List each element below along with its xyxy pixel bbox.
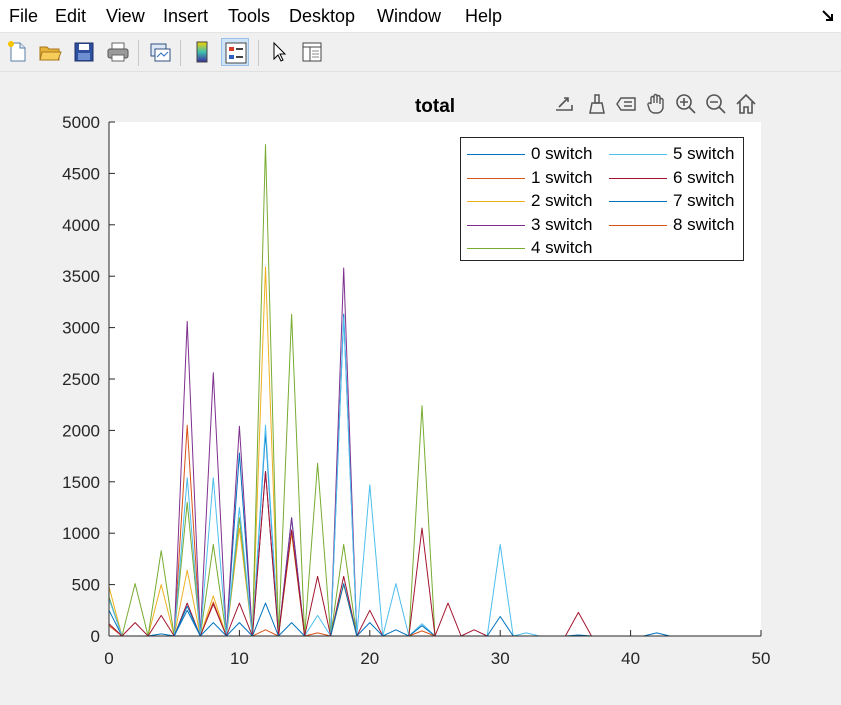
menu-desktop[interactable]: Desktop (289, 6, 356, 26)
y-tick-label: 5000 (62, 113, 100, 132)
toolbar-separator (258, 40, 259, 66)
home-button[interactable] (732, 90, 760, 118)
dock-arrow-icon[interactable] (821, 9, 835, 23)
data-tip-button[interactable] (612, 90, 640, 118)
menu-bar: File Edit View Insert Tools Desktop Wind… (0, 0, 841, 33)
data-tip-icon (616, 97, 636, 111)
chart-legend[interactable]: 0 switch 1 switch 2 switch 3 switch 4 sw… (460, 137, 744, 261)
legend-entry-7-switch: 7 switch (603, 190, 743, 212)
y-tick-label: 500 (72, 576, 100, 595)
menu-tools[interactable]: Tools (228, 6, 271, 26)
menu-view[interactable]: View (106, 6, 145, 26)
chart-title: total (415, 96, 455, 117)
legend-swatch (609, 225, 667, 226)
legend-swatch (609, 178, 667, 179)
y-tick-label: 2500 (62, 370, 100, 389)
legend-entry-6-switch: 6 switch (603, 167, 743, 189)
menu-file[interactable]: File (9, 6, 39, 26)
x-tick-label: 0 (104, 649, 113, 668)
link-plot-button[interactable] (146, 38, 174, 66)
legend-label: 2 switch (531, 191, 593, 210)
legend-swatch (467, 225, 525, 226)
legend-label: 6 switch (673, 168, 735, 187)
legend-swatch (609, 154, 667, 155)
y-tick-label: 4500 (62, 164, 100, 183)
axes-toolbar (550, 90, 762, 120)
edit-plot-button[interactable] (266, 38, 294, 66)
legend-swatch (467, 178, 525, 179)
legend-label: 3 switch (531, 215, 593, 234)
zoom-in-button[interactable] (672, 90, 700, 118)
property-inspector-button[interactable] (298, 38, 326, 66)
save-icon (74, 42, 94, 62)
menu-window[interactable]: Window (377, 6, 442, 26)
brush-button[interactable] (583, 90, 611, 118)
printer-icon (107, 42, 129, 62)
legend-label: 8 switch (673, 215, 735, 234)
x-tick-label: 50 (752, 649, 771, 668)
insert-legend-button[interactable] (221, 38, 249, 66)
export-icon (556, 97, 573, 111)
menu-help[interactable]: Help (465, 6, 503, 26)
open-file-button[interactable] (36, 38, 64, 66)
legend-label: 5 switch (673, 144, 735, 163)
axis-layer: 0 10 20 30 40 5005001000150020002500300035004… (62, 113, 770, 668)
legend-swatch (467, 154, 525, 155)
y-tick-label: 3000 (62, 319, 100, 338)
y-tick-label: 1000 (62, 524, 100, 543)
legend-label: 0 switch (531, 144, 593, 163)
property-inspector-icon (302, 42, 322, 62)
insert-colorbar-button[interactable] (188, 38, 216, 66)
home-icon (736, 93, 756, 114)
y-tick-label: 0 (91, 627, 100, 646)
toolbar-separator (180, 40, 181, 66)
zoom-in-icon (676, 94, 696, 114)
pan-hand-icon (647, 93, 664, 114)
pan-button[interactable] (642, 90, 670, 118)
print-button[interactable] (104, 38, 132, 66)
export-button[interactable] (550, 90, 578, 118)
menu-insert[interactable]: Insert (163, 6, 209, 26)
x-tick-label: 10 (230, 649, 249, 668)
x-tick-label: 20 (360, 649, 379, 668)
pointer-arrow-icon (273, 41, 287, 62)
legend-entry-2-switch: 2 switch (461, 190, 601, 212)
x-tick-label: 40 (621, 649, 640, 668)
link-plot-icon (150, 43, 171, 62)
legend-entry-3-switch: 3 switch (461, 214, 601, 236)
x-tick-label: 30 (491, 649, 510, 668)
legend-entry-8-switch: 8 switch (603, 214, 743, 236)
legend-entry-0-switch: 0 switch (461, 143, 601, 165)
legend-label: 7 switch (673, 191, 735, 210)
legend-entry-5-switch: 5 switch (603, 143, 743, 165)
legend-swatch (609, 201, 667, 202)
colorbar-icon (196, 41, 208, 63)
y-tick-label: 2000 (62, 421, 100, 440)
new-file-icon (8, 41, 26, 62)
legend-entry-1-switch: 1 switch (461, 167, 601, 189)
brush-icon (589, 94, 605, 114)
zoom-out-button[interactable] (702, 90, 730, 118)
save-button[interactable] (70, 38, 98, 66)
legend-swatch (467, 201, 525, 202)
new-figure-button[interactable] (4, 38, 32, 66)
legend-label: 4 switch (531, 238, 593, 257)
y-tick-label: 4000 (62, 216, 100, 235)
y-tick-label: 3500 (62, 267, 100, 286)
legend-icon (225, 42, 247, 64)
folder-icon (39, 46, 62, 61)
legend-entry-4-switch: 4 switch (461, 237, 601, 259)
menu-edit[interactable]: Edit (55, 6, 87, 26)
legend-swatch (467, 248, 525, 249)
toolbar-separator (138, 40, 139, 66)
figure-toolbar (0, 34, 841, 72)
legend-label: 1 switch (531, 168, 593, 187)
zoom-out-icon (706, 94, 726, 114)
y-tick-label: 1500 (62, 473, 100, 492)
